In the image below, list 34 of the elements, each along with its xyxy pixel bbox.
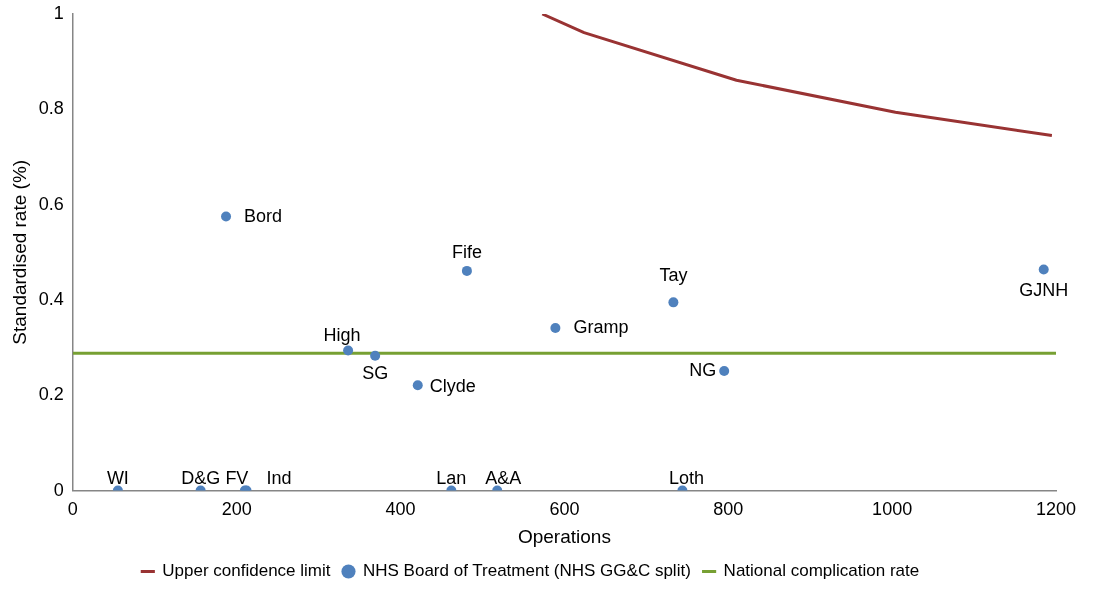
y-tick-label: 0.8 bbox=[38, 98, 64, 119]
x-axis-title: Operations bbox=[517, 525, 611, 547]
annotation: Tay bbox=[659, 265, 688, 286]
y-tick-label: 0.6 bbox=[38, 193, 64, 214]
annotation: A&A bbox=[485, 467, 522, 488]
x-tick-label: 800 bbox=[713, 499, 744, 520]
y-tick-label: 0.4 bbox=[38, 288, 64, 309]
annotation: Ind bbox=[266, 467, 292, 488]
annotation: Loth bbox=[668, 467, 704, 488]
annotation: FV bbox=[225, 467, 249, 488]
annotation: Bord bbox=[244, 205, 283, 226]
legend-label: Upper confidence limit bbox=[162, 561, 331, 581]
x-tick-label: 200 bbox=[221, 499, 252, 520]
x-tick-label: 0 bbox=[67, 499, 78, 520]
annotation: Lan bbox=[436, 467, 467, 488]
x-tick-label: 1000 bbox=[872, 499, 913, 520]
annotation: WI bbox=[106, 467, 129, 488]
y-axis-title: Standardised rate (%) bbox=[8, 159, 30, 345]
annotation: NG bbox=[689, 359, 717, 380]
y-tick-label: 0 bbox=[53, 479, 64, 500]
legend-label: NHS Board of Treatment (NHS GG&C split) bbox=[362, 561, 691, 581]
y-tick-label: 0.2 bbox=[38, 384, 64, 405]
annotation: Fife bbox=[451, 241, 482, 262]
x-tick-label: 400 bbox=[385, 499, 416, 520]
annotation: Clyde bbox=[429, 376, 476, 397]
x-tick-label: 600 bbox=[549, 499, 580, 520]
x-tick-label: 1200 bbox=[1035, 499, 1077, 520]
annotation: D&G bbox=[181, 467, 221, 488]
annotation: SG bbox=[362, 362, 389, 383]
y-tick-label: 1 bbox=[53, 2, 64, 23]
legend-label: National complication rate bbox=[723, 561, 920, 581]
annotation: GJNH bbox=[1019, 280, 1069, 301]
annotation: Gramp bbox=[573, 317, 629, 338]
annotation: High bbox=[323, 325, 361, 346]
